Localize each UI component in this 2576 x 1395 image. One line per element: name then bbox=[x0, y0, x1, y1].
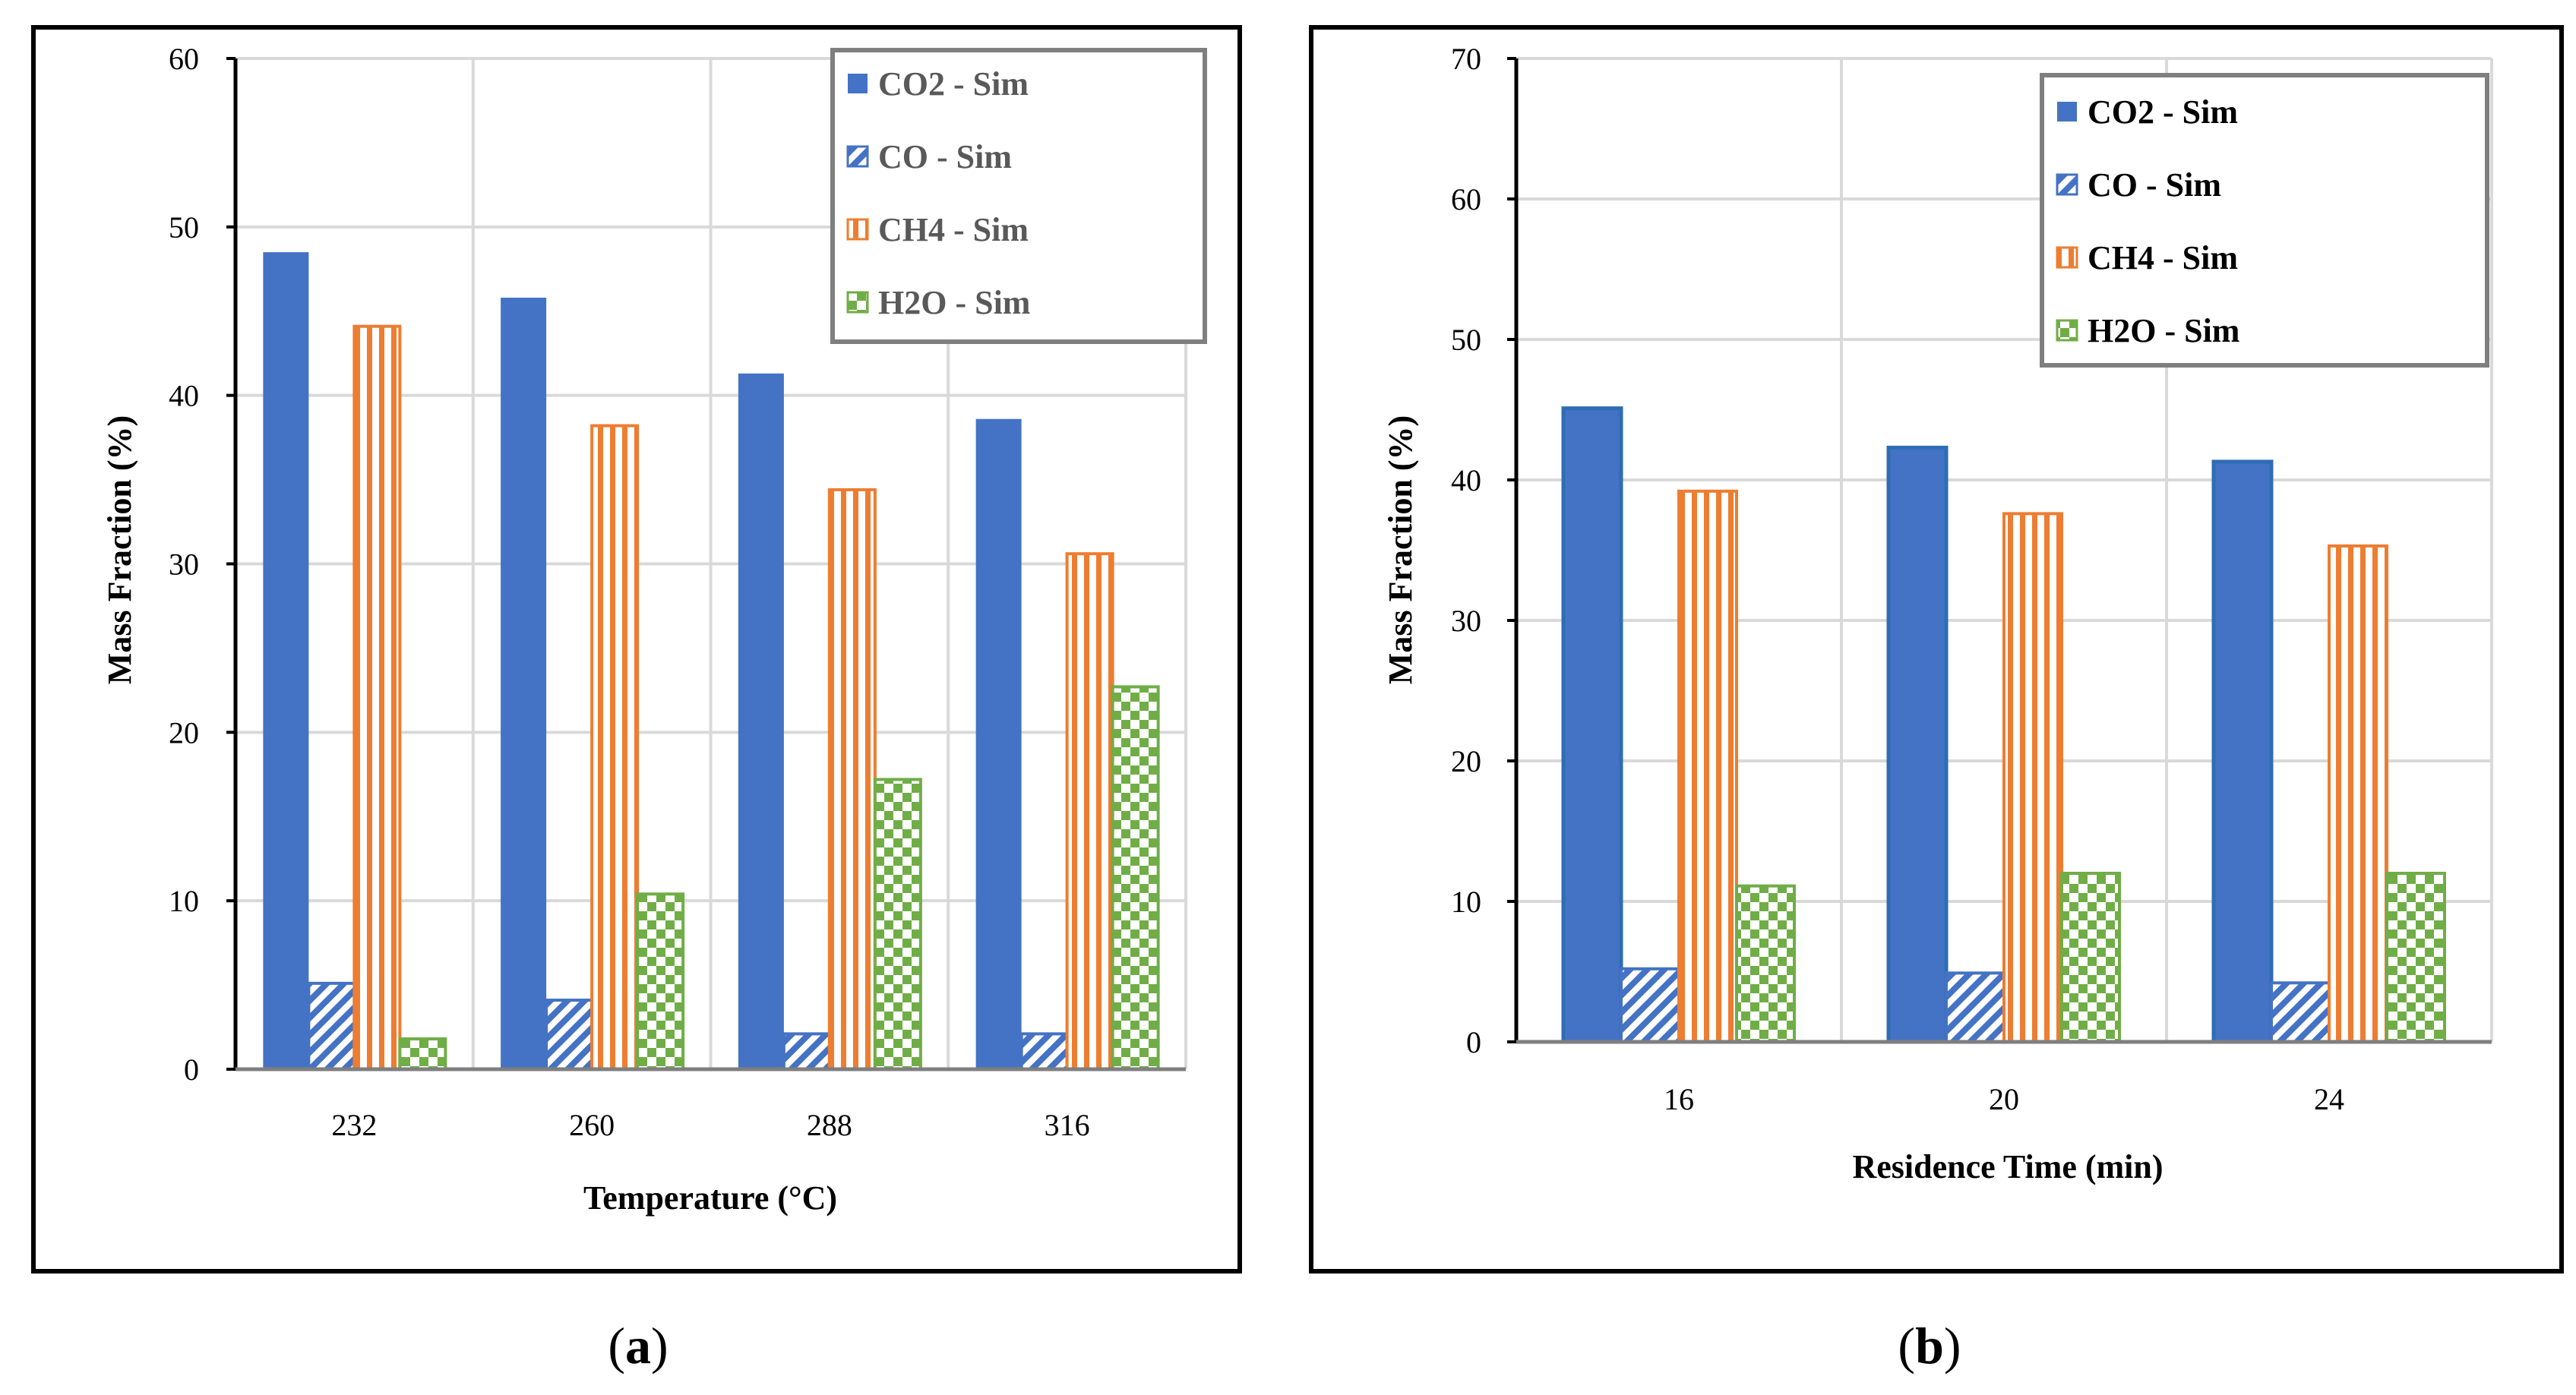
panel-b-y-tick-label: 40 bbox=[1451, 463, 1481, 497]
panel-b-bar-co2-16 bbox=[1561, 406, 1623, 1044]
panel-a-legend-label: CO2 - Sim bbox=[878, 65, 1029, 103]
panel-b-y-tick-label: 50 bbox=[1451, 323, 1481, 357]
panel-a-bar-h2o-316 bbox=[1111, 685, 1160, 1071]
panel-b-caption: (b) bbox=[1898, 1317, 1961, 1374]
panel-a-bar-ch4-260 bbox=[590, 424, 640, 1071]
panel-a-y-tick-label: 50 bbox=[169, 210, 199, 245]
panel-a-y-tick-label: 40 bbox=[169, 379, 199, 413]
panel-b-bar-ch4-20 bbox=[2002, 512, 2063, 1043]
panel-b-legend-swatch bbox=[2057, 102, 2077, 122]
panel-a-bar-co-288 bbox=[782, 1032, 831, 1071]
panel-a-bar-co-316 bbox=[1019, 1032, 1069, 1071]
panel-b-legend-label: CO2 - Sim bbox=[2088, 93, 2238, 131]
panel-a-bar-co-260 bbox=[545, 999, 594, 1071]
panel-b-y-tick-label: 60 bbox=[1451, 182, 1481, 216]
panel-b-x-tick-label: 16 bbox=[1664, 1082, 1694, 1116]
panel-a-bar-ch4-288 bbox=[827, 488, 877, 1071]
panel-b-y-tick-label: 10 bbox=[1451, 885, 1481, 919]
panel-a-legend-label: H2O - Sim bbox=[878, 284, 1030, 321]
panel-a-bar-ch4-232 bbox=[352, 324, 402, 1071]
panel-a-legend-label: CO - Sim bbox=[878, 138, 1012, 175]
panel-b-y-tick-label: 0 bbox=[1466, 1025, 1481, 1059]
panel-b-y-tick-label: 70 bbox=[1451, 42, 1481, 76]
panel-a-x-tick-label: 316 bbox=[1045, 1108, 1090, 1142]
panel-b-bar-co2-20 bbox=[1886, 445, 1949, 1044]
panel-b-y-tick-label: 30 bbox=[1451, 604, 1481, 638]
panel-a-y-tick-label: 10 bbox=[169, 884, 199, 918]
panel-a-bar-h2o-288 bbox=[873, 778, 922, 1071]
panel-a-x-tick-label: 288 bbox=[807, 1108, 852, 1142]
panel-a-legend-swatch bbox=[846, 291, 869, 314]
panel-a-bar-co2-232 bbox=[263, 252, 309, 1069]
panel-a-legend bbox=[830, 48, 1207, 344]
panel-b-bar-h2o-24 bbox=[2385, 872, 2446, 1043]
panel-b-bar-co-16 bbox=[1620, 967, 1680, 1044]
panel-b-legend-label: CO - Sim bbox=[2088, 166, 2221, 204]
panel-a-x-tick-label: 232 bbox=[331, 1108, 377, 1142]
panel-a-frame bbox=[31, 25, 1242, 1273]
panel-a-legend-swatch bbox=[846, 145, 869, 168]
panel-b-bar-co2-24 bbox=[2211, 459, 2274, 1044]
panel-a-y-tick-label: 60 bbox=[169, 42, 199, 76]
panel-b-bar-h2o-20 bbox=[2060, 872, 2121, 1043]
panel-a-caption: (a) bbox=[608, 1317, 668, 1374]
panel-b-x-tick-label: 24 bbox=[2314, 1082, 2344, 1116]
panel-b-x-tick-label: 20 bbox=[1989, 1082, 2019, 1116]
panel-a-legend-swatch bbox=[848, 74, 868, 93]
panel-b-bar-ch4-24 bbox=[2328, 544, 2388, 1043]
panel-a-y-tick-label: 30 bbox=[169, 548, 199, 582]
panel-b: 0 10 20 30 40 50 60 70 16 20 24 CO2 - Sim CO - Sim C… bbox=[1309, 25, 2564, 1273]
panel-b-legend bbox=[2040, 73, 2489, 368]
panel-b-legend-label: H2O - Sim bbox=[2088, 312, 2239, 349]
panel-a-y-tick-label: 20 bbox=[169, 715, 199, 750]
panel-a-bar-h2o-260 bbox=[636, 892, 685, 1071]
panel-b-bar-h2o-16 bbox=[1735, 884, 1796, 1044]
panel-a-y-tick-label: 0 bbox=[184, 1053, 199, 1087]
panel-b-legend-label: CH4 - Sim bbox=[2088, 239, 2238, 276]
panel-b-legend-swatch bbox=[2056, 319, 2078, 342]
panel-a-bar-h2o-232 bbox=[398, 1037, 447, 1071]
panel-a-bar-ch4-316 bbox=[1065, 552, 1114, 1071]
panel-b-x-axis-title: Residence Time (min) bbox=[1853, 1148, 2164, 1185]
panel-a-bar-co-232 bbox=[307, 981, 356, 1071]
panel-a: 0 10 20 30 40 50 60 232 260 288 316 CO2 - Sim CO - … bbox=[31, 25, 1242, 1273]
panel-b-legend-swatch bbox=[2056, 173, 2078, 196]
panel-a-legend-label: CH4 - Sim bbox=[878, 211, 1029, 248]
panel-a-caption-letter: a bbox=[625, 1317, 651, 1374]
panel-b-bar-ch4-16 bbox=[1677, 489, 1738, 1043]
panel-b-caption-letter: b bbox=[1915, 1317, 1944, 1374]
panel-b-bar-co-24 bbox=[2270, 981, 2331, 1044]
panel-a-y-axis-title: Mass Fraction (%) bbox=[101, 415, 138, 684]
panel-b-frame bbox=[1309, 25, 2564, 1273]
panel-a-bar-co2-288 bbox=[738, 373, 784, 1069]
panel-a-x-axis-title: Temperature (°C) bbox=[583, 1179, 837, 1217]
panel-a-legend-swatch bbox=[846, 218, 869, 241]
panel-b-y-axis-title: Mass Fraction (%) bbox=[1382, 415, 1419, 684]
panel-b-bar-co-20 bbox=[1945, 971, 2005, 1043]
panel-b-legend-swatch bbox=[2056, 246, 2078, 269]
panel-a-bar-co2-316 bbox=[975, 418, 1022, 1069]
panel-b-y-tick-label: 20 bbox=[1451, 744, 1481, 778]
panel-a-x-tick-label: 260 bbox=[569, 1108, 615, 1142]
panel-a-bar-co2-260 bbox=[501, 298, 547, 1070]
